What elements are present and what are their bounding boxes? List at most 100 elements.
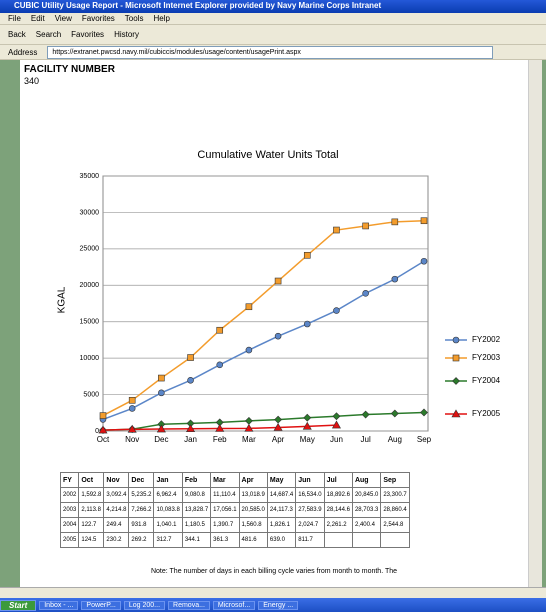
table-header-cell: May bbox=[267, 473, 295, 488]
legend-label: FY2005 bbox=[472, 409, 501, 418]
table-cell: 1,390.7 bbox=[211, 518, 239, 533]
y-tick-label: 20000 bbox=[80, 282, 100, 289]
table-header-cell: Sep bbox=[381, 473, 409, 488]
x-tick-label: Jun bbox=[330, 435, 343, 444]
table-row: 20032,113.84,214.87,266.210,083.813,828.… bbox=[61, 503, 410, 518]
plot-area bbox=[103, 176, 428, 431]
table-cell: 6,962.4 bbox=[154, 488, 182, 503]
table-cell: 1,826.1 bbox=[267, 518, 295, 533]
table-header-cell: Nov bbox=[104, 473, 129, 488]
x-tick-label: Oct bbox=[97, 435, 110, 444]
data-point bbox=[363, 223, 369, 229]
data-point bbox=[392, 219, 398, 225]
table-cell: 344.1 bbox=[182, 533, 210, 548]
table-header-cell: Apr bbox=[239, 473, 267, 488]
table-cell: 3,092.4 bbox=[104, 488, 129, 503]
table-header-cell: Jun bbox=[296, 473, 324, 488]
chart-title: Cumulative Water Units Total bbox=[197, 149, 338, 161]
table-cell: 269.2 bbox=[129, 533, 154, 548]
table-cell: 811.7 bbox=[296, 533, 324, 548]
table-cell: 13,018.9 bbox=[239, 488, 267, 503]
data-point bbox=[217, 327, 223, 333]
table-cell: 20,845.0 bbox=[352, 488, 380, 503]
x-tick-label: Jan bbox=[184, 435, 197, 444]
x-tick-label: Aug bbox=[388, 435, 402, 444]
taskbar-button[interactable]: Microsof... bbox=[213, 601, 255, 610]
taskbar-button[interactable]: Energy ... bbox=[258, 601, 298, 610]
table-cell: 122.7 bbox=[79, 518, 104, 533]
table-cell: 312.7 bbox=[154, 533, 182, 548]
status-bar bbox=[0, 587, 546, 598]
table-cell: 124.5 bbox=[79, 533, 104, 548]
legend-label: FY2002 bbox=[472, 335, 501, 344]
table-cell: 639.0 bbox=[267, 533, 295, 548]
y-tick-label: 10000 bbox=[80, 355, 100, 362]
table-cell: 2002 bbox=[61, 488, 79, 503]
table-cell: 1,040.1 bbox=[154, 518, 182, 533]
y-tick-label: 5000 bbox=[83, 391, 99, 398]
table-cell: 7,266.2 bbox=[129, 503, 154, 518]
table-header-cell: Jul bbox=[324, 473, 352, 488]
data-point bbox=[246, 304, 252, 310]
table-cell: 2,024.7 bbox=[296, 518, 324, 533]
x-tick-label: Nov bbox=[125, 435, 139, 444]
page: CUBIC Utility Usage Report - Microsoft I… bbox=[0, 0, 546, 612]
data-point bbox=[188, 355, 194, 361]
taskbar-button[interactable]: Remova... bbox=[168, 601, 210, 610]
y-tick-label: 15000 bbox=[80, 319, 100, 326]
table-cell: 4,214.8 bbox=[104, 503, 129, 518]
data-point bbox=[246, 347, 252, 353]
table-header-cell: Oct bbox=[79, 473, 104, 488]
table-cell: 13,828.7 bbox=[182, 503, 210, 518]
table-header-cell: FY bbox=[61, 473, 79, 488]
data-point bbox=[363, 290, 369, 296]
data-point bbox=[304, 252, 310, 258]
table-cell: 2,544.8 bbox=[381, 518, 409, 533]
table-cell: 361.3 bbox=[211, 533, 239, 548]
table-cell: 2,113.8 bbox=[79, 503, 104, 518]
table-cell: 17,056.1 bbox=[211, 503, 239, 518]
data-point bbox=[421, 258, 427, 264]
taskbar-button[interactable]: Start bbox=[0, 600, 36, 611]
table-cell: 230.2 bbox=[104, 533, 129, 548]
table-cell: 249.4 bbox=[104, 518, 129, 533]
table-cell: 2004 bbox=[61, 518, 79, 533]
table-cell: 1,560.8 bbox=[239, 518, 267, 533]
legend-label: FY2004 bbox=[472, 376, 501, 385]
taskbar-button[interactable]: PowerP... bbox=[81, 601, 120, 610]
data-point bbox=[129, 405, 135, 411]
table-cell: 18,892.6 bbox=[324, 488, 352, 503]
table-header-cell: Aug bbox=[352, 473, 380, 488]
table-cell: 2,261.2 bbox=[324, 518, 352, 533]
table-row: 20021,592.83,092.45,235.26,962.49,080.81… bbox=[61, 488, 410, 503]
x-tick-label: Sep bbox=[417, 435, 432, 444]
data-point bbox=[100, 413, 106, 419]
data-point bbox=[275, 333, 281, 339]
data-point bbox=[129, 397, 135, 403]
table-cell: 16,534.0 bbox=[296, 488, 324, 503]
data-point bbox=[333, 308, 339, 314]
taskbar-button[interactable]: Log 200... bbox=[124, 601, 165, 610]
table-cell: 20,585.0 bbox=[239, 503, 267, 518]
data-point bbox=[333, 227, 339, 233]
table-cell: 2005 bbox=[61, 533, 79, 548]
data-point bbox=[304, 321, 310, 327]
taskbar-button[interactable]: Inbox - ... bbox=[39, 601, 78, 610]
x-tick-label: Jul bbox=[361, 435, 371, 444]
legend-marker bbox=[453, 337, 459, 343]
y-tick-label: 35000 bbox=[80, 173, 100, 180]
y-tick-label: 25000 bbox=[80, 246, 100, 253]
table-cell: 1,180.5 bbox=[182, 518, 210, 533]
scrollbar[interactable] bbox=[528, 60, 542, 587]
x-tick-label: Mar bbox=[242, 435, 256, 444]
x-tick-label: Feb bbox=[213, 435, 227, 444]
table-cell: 28,703.3 bbox=[352, 503, 380, 518]
data-point bbox=[158, 375, 164, 381]
data-point bbox=[158, 390, 164, 396]
table-cell: 11,110.4 bbox=[211, 488, 239, 503]
x-tick-label: Apr bbox=[272, 435, 285, 444]
table-cell: 2003 bbox=[61, 503, 79, 518]
